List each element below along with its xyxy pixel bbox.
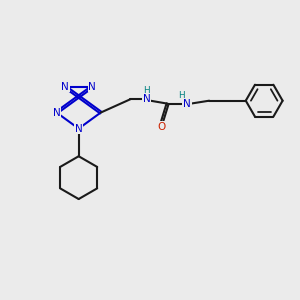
Text: N: N: [53, 108, 61, 118]
Text: N: N: [143, 94, 151, 104]
Text: O: O: [158, 122, 166, 132]
Text: N: N: [61, 82, 69, 92]
Text: N: N: [75, 124, 83, 134]
Text: N: N: [183, 99, 191, 109]
Text: N: N: [88, 82, 96, 92]
Text: H: H: [143, 86, 150, 95]
Text: H: H: [178, 91, 185, 100]
